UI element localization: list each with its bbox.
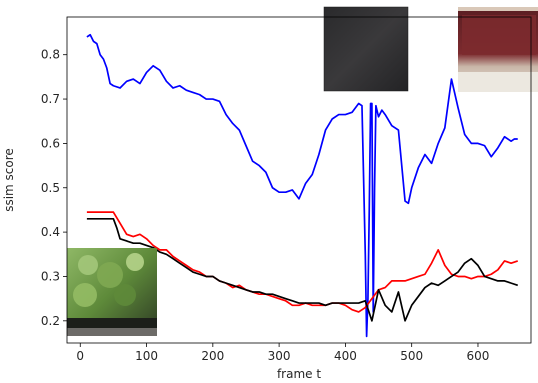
y-tick-label: 0.3 xyxy=(41,269,60,283)
x-tick-label: 400 xyxy=(334,349,357,363)
y-tick-label: 0.7 xyxy=(41,92,60,106)
x-axis-label: frame t xyxy=(277,367,321,381)
thumbnail-green-plant xyxy=(67,248,157,336)
series-line-0 xyxy=(86,33,518,338)
y-tick-label: 0.6 xyxy=(41,136,60,150)
x-tick-label: 0 xyxy=(76,349,84,363)
y-tick-label: 0.8 xyxy=(41,48,60,62)
series-line-1 xyxy=(86,211,519,313)
series-layer xyxy=(86,33,519,338)
y-tick-label: 0.2 xyxy=(41,314,60,328)
thumbnail-dark-surface xyxy=(323,6,409,92)
y-axis: 0.2 0.3 0.4 0.5 0.6 0.7 0.8 xyxy=(41,48,67,328)
x-tick-label: 600 xyxy=(467,349,490,363)
x-tick-label: 500 xyxy=(400,349,423,363)
y-axis-label: ssim score xyxy=(2,148,16,212)
x-tick-label: 100 xyxy=(135,349,158,363)
y-tick-label: 0.5 xyxy=(41,181,60,195)
y-tick-label: 0.4 xyxy=(41,225,60,239)
series-line-2 xyxy=(86,217,519,322)
plot-frame xyxy=(66,16,532,344)
x-axis: 0 100 200 300 400 500 600 xyxy=(76,343,489,363)
x-tick-label: 300 xyxy=(268,349,291,363)
thumbnail-red-fabric xyxy=(458,7,538,92)
x-tick-label: 200 xyxy=(201,349,224,363)
